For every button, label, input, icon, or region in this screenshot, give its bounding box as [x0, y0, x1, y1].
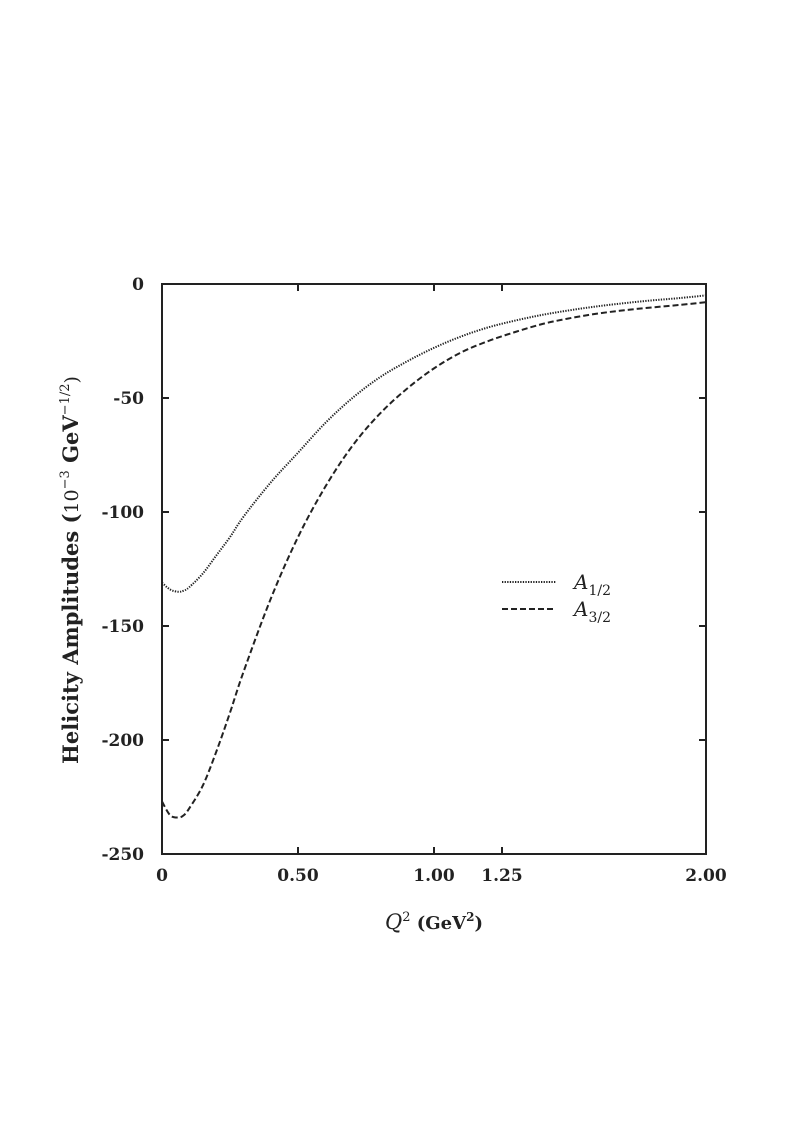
legend-label-a-half: A1/2 — [572, 570, 611, 599]
y-tick-label: -200 — [101, 731, 144, 751]
x-tick-label: 0.50 — [277, 866, 319, 886]
y-tick-label: -50 — [113, 389, 144, 409]
y-tick-labels: 0 -50 -100 -150 -200 -250 — [101, 275, 144, 865]
y-axis-label: Helicity Amplitudes (10−3 GeV−1/2) — [58, 376, 83, 764]
series-a-three-half-curve — [161, 301, 707, 819]
x-tick-label: 0 — [156, 866, 168, 886]
x-tick-label: 2.00 — [685, 866, 727, 886]
y-tick-label: -100 — [101, 503, 144, 523]
x-axis-label: Q2 (GeV2) — [385, 910, 483, 934]
legend: A1/2 A3/2 — [502, 570, 611, 626]
y-tick-label: -150 — [101, 617, 144, 637]
y-tick-label: 0 — [132, 275, 144, 295]
series-a-half-curve — [161, 294, 707, 593]
x-tick-label: 1.25 — [481, 866, 522, 886]
x-tick-labels: 0 0.50 1.00 1.25 2.00 — [156, 866, 727, 886]
axis-ticks — [161, 283, 707, 855]
series-layer — [161, 294, 707, 819]
legend-label-a-three-half: A3/2 — [572, 597, 611, 626]
x-tick-label: 1.00 — [413, 866, 455, 886]
y-tick-label: -250 — [101, 845, 144, 865]
